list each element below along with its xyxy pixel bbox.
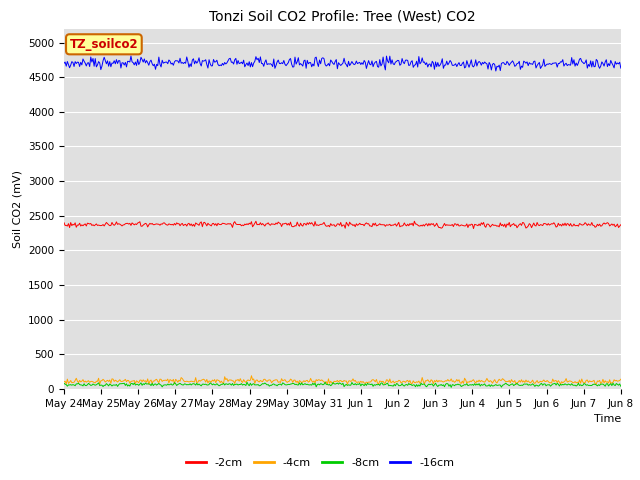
Title: Tonzi Soil CO2 Profile: Tree (West) CO2: Tonzi Soil CO2 Profile: Tree (West) CO2 xyxy=(209,10,476,24)
X-axis label: Time: Time xyxy=(593,414,621,424)
Y-axis label: Soil CO2 (mV): Soil CO2 (mV) xyxy=(12,170,22,248)
Legend: -2cm, -4cm, -8cm, -16cm: -2cm, -4cm, -8cm, -16cm xyxy=(181,453,459,472)
Text: TZ_soilco2: TZ_soilco2 xyxy=(70,38,138,51)
